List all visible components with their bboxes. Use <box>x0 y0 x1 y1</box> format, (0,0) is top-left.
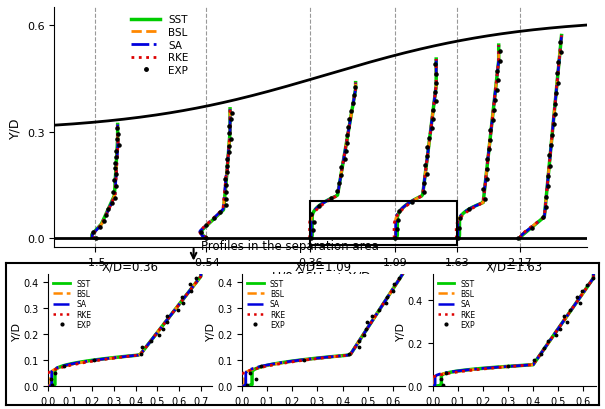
Title: X/D=1.63: X/D=1.63 <box>486 260 543 273</box>
Y-axis label: Y/D: Y/D <box>8 117 22 139</box>
Legend: SST, BSL, SA, RKE, EXP: SST, BSL, SA, RKE, EXP <box>52 278 93 330</box>
X-axis label: U/U∞: U/U∞ <box>309 407 338 409</box>
Y-axis label: Y/D: Y/D <box>396 321 406 340</box>
Y-axis label: Y/D: Y/D <box>12 321 22 340</box>
Y-axis label: Y/D: Y/D <box>206 321 215 340</box>
Title: X/D=1.09: X/D=1.09 <box>295 260 352 273</box>
Text: Profiles in the separation area: Profiles in the separation area <box>201 239 379 252</box>
Legend: SST, BSL, SA, RKE, EXP: SST, BSL, SA, RKE, EXP <box>436 278 477 330</box>
X-axis label: U/0.56U$_\infty$ + X/D: U/0.56U$_\infty$ + X/D <box>270 270 371 284</box>
Legend: SST, BSL, SA, RKE, EXP: SST, BSL, SA, RKE, EXP <box>246 278 286 330</box>
Bar <box>310 201 457 245</box>
X-axis label: U/U∞: U/U∞ <box>500 407 529 409</box>
X-axis label: U/U∞: U/U∞ <box>116 407 145 409</box>
Title: X/D=0.36: X/D=0.36 <box>102 260 159 273</box>
Legend: SST, BSL, SA, RKE, EXP: SST, BSL, SA, RKE, EXP <box>129 13 191 78</box>
